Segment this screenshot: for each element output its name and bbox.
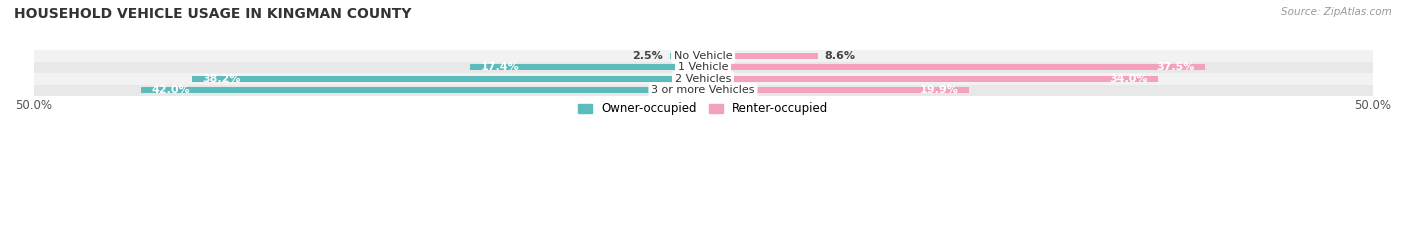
Text: 37.5%: 37.5% (1156, 62, 1195, 72)
Text: Source: ZipAtlas.com: Source: ZipAtlas.com (1281, 7, 1392, 17)
Bar (34, 84, 1372, 96)
Text: 19.9%: 19.9% (920, 85, 959, 95)
Text: 8.6%: 8.6% (825, 51, 856, 61)
Text: 1 Vehicle: 1 Vehicle (678, 62, 728, 72)
Text: 34.0%: 34.0% (1109, 74, 1147, 84)
Bar (141, 87, 703, 93)
Bar (703, 64, 1205, 70)
Text: HOUSEHOLD VEHICLE USAGE IN KINGMAN COUNTY: HOUSEHOLD VEHICLE USAGE IN KINGMAN COUNT… (14, 7, 412, 21)
Bar (34, 73, 1372, 84)
Text: 2 Vehicles: 2 Vehicles (675, 74, 731, 84)
Text: 42.0%: 42.0% (152, 85, 190, 95)
Bar (703, 87, 970, 93)
Bar (703, 53, 818, 59)
Text: No Vehicle: No Vehicle (673, 51, 733, 61)
Bar (191, 76, 703, 82)
Bar (34, 62, 1372, 73)
Legend: Owner-occupied, Renter-occupied: Owner-occupied, Renter-occupied (572, 98, 834, 120)
Bar (669, 53, 703, 59)
Bar (703, 76, 1159, 82)
Text: 2.5%: 2.5% (633, 51, 662, 61)
Bar (470, 64, 703, 70)
Text: 3 or more Vehicles: 3 or more Vehicles (651, 85, 755, 95)
Text: 38.2%: 38.2% (202, 74, 240, 84)
Bar (34, 50, 1372, 62)
Text: 17.4%: 17.4% (481, 62, 519, 72)
